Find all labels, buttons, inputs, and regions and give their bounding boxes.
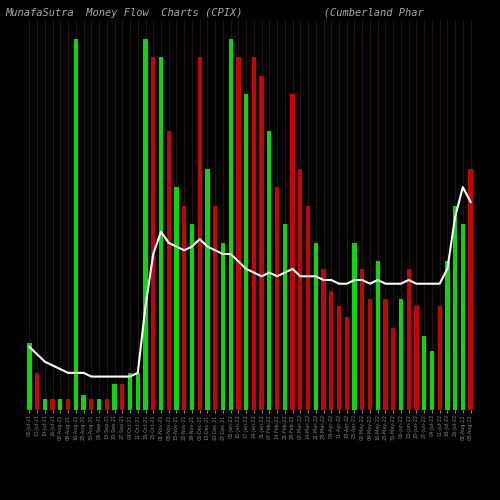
Bar [151,57,156,410]
Bar [190,224,194,410]
Bar [213,206,218,410]
Bar [182,206,186,410]
Bar [368,298,372,410]
Bar [468,168,472,410]
Bar [228,38,233,410]
Bar [282,224,287,410]
Bar [159,57,163,410]
Bar [221,243,225,410]
Bar [329,291,334,410]
Bar [174,187,178,410]
Bar [275,187,279,410]
Bar [236,57,240,410]
Bar [376,262,380,410]
Bar [298,168,302,410]
Bar [198,57,202,410]
Bar [290,94,294,410]
Bar [112,384,116,410]
Bar [399,298,403,410]
Bar [314,243,318,410]
Bar [43,399,47,410]
Bar [438,306,442,410]
Bar [66,399,70,410]
Bar [460,224,465,410]
Bar [252,57,256,410]
Bar [128,373,132,410]
Bar [206,168,210,410]
Bar [344,317,349,410]
Bar [58,399,62,410]
Bar [267,132,272,410]
Bar [28,343,32,410]
Bar [384,298,388,410]
Bar [89,399,94,410]
Bar [430,350,434,410]
Bar [82,395,86,410]
Bar [337,306,341,410]
Bar [414,306,418,410]
Bar [453,206,457,410]
Bar [391,328,396,410]
Bar [166,132,171,410]
Bar [144,38,148,410]
Bar [445,262,450,410]
Bar [422,336,426,410]
Bar [50,399,55,410]
Bar [244,94,248,410]
Text: MunafaSutra  Money Flow  Charts (CPIX)             (Cumberland Phar: MunafaSutra Money Flow Charts (CPIX) (Cu… [5,8,424,18]
Bar [406,269,411,410]
Bar [97,399,101,410]
Bar [104,399,109,410]
Bar [35,373,40,410]
Bar [352,243,356,410]
Bar [260,76,264,410]
Bar [136,373,140,410]
Bar [120,384,124,410]
Bar [74,38,78,410]
Bar [322,269,326,410]
Bar [360,269,364,410]
Bar [306,206,310,410]
